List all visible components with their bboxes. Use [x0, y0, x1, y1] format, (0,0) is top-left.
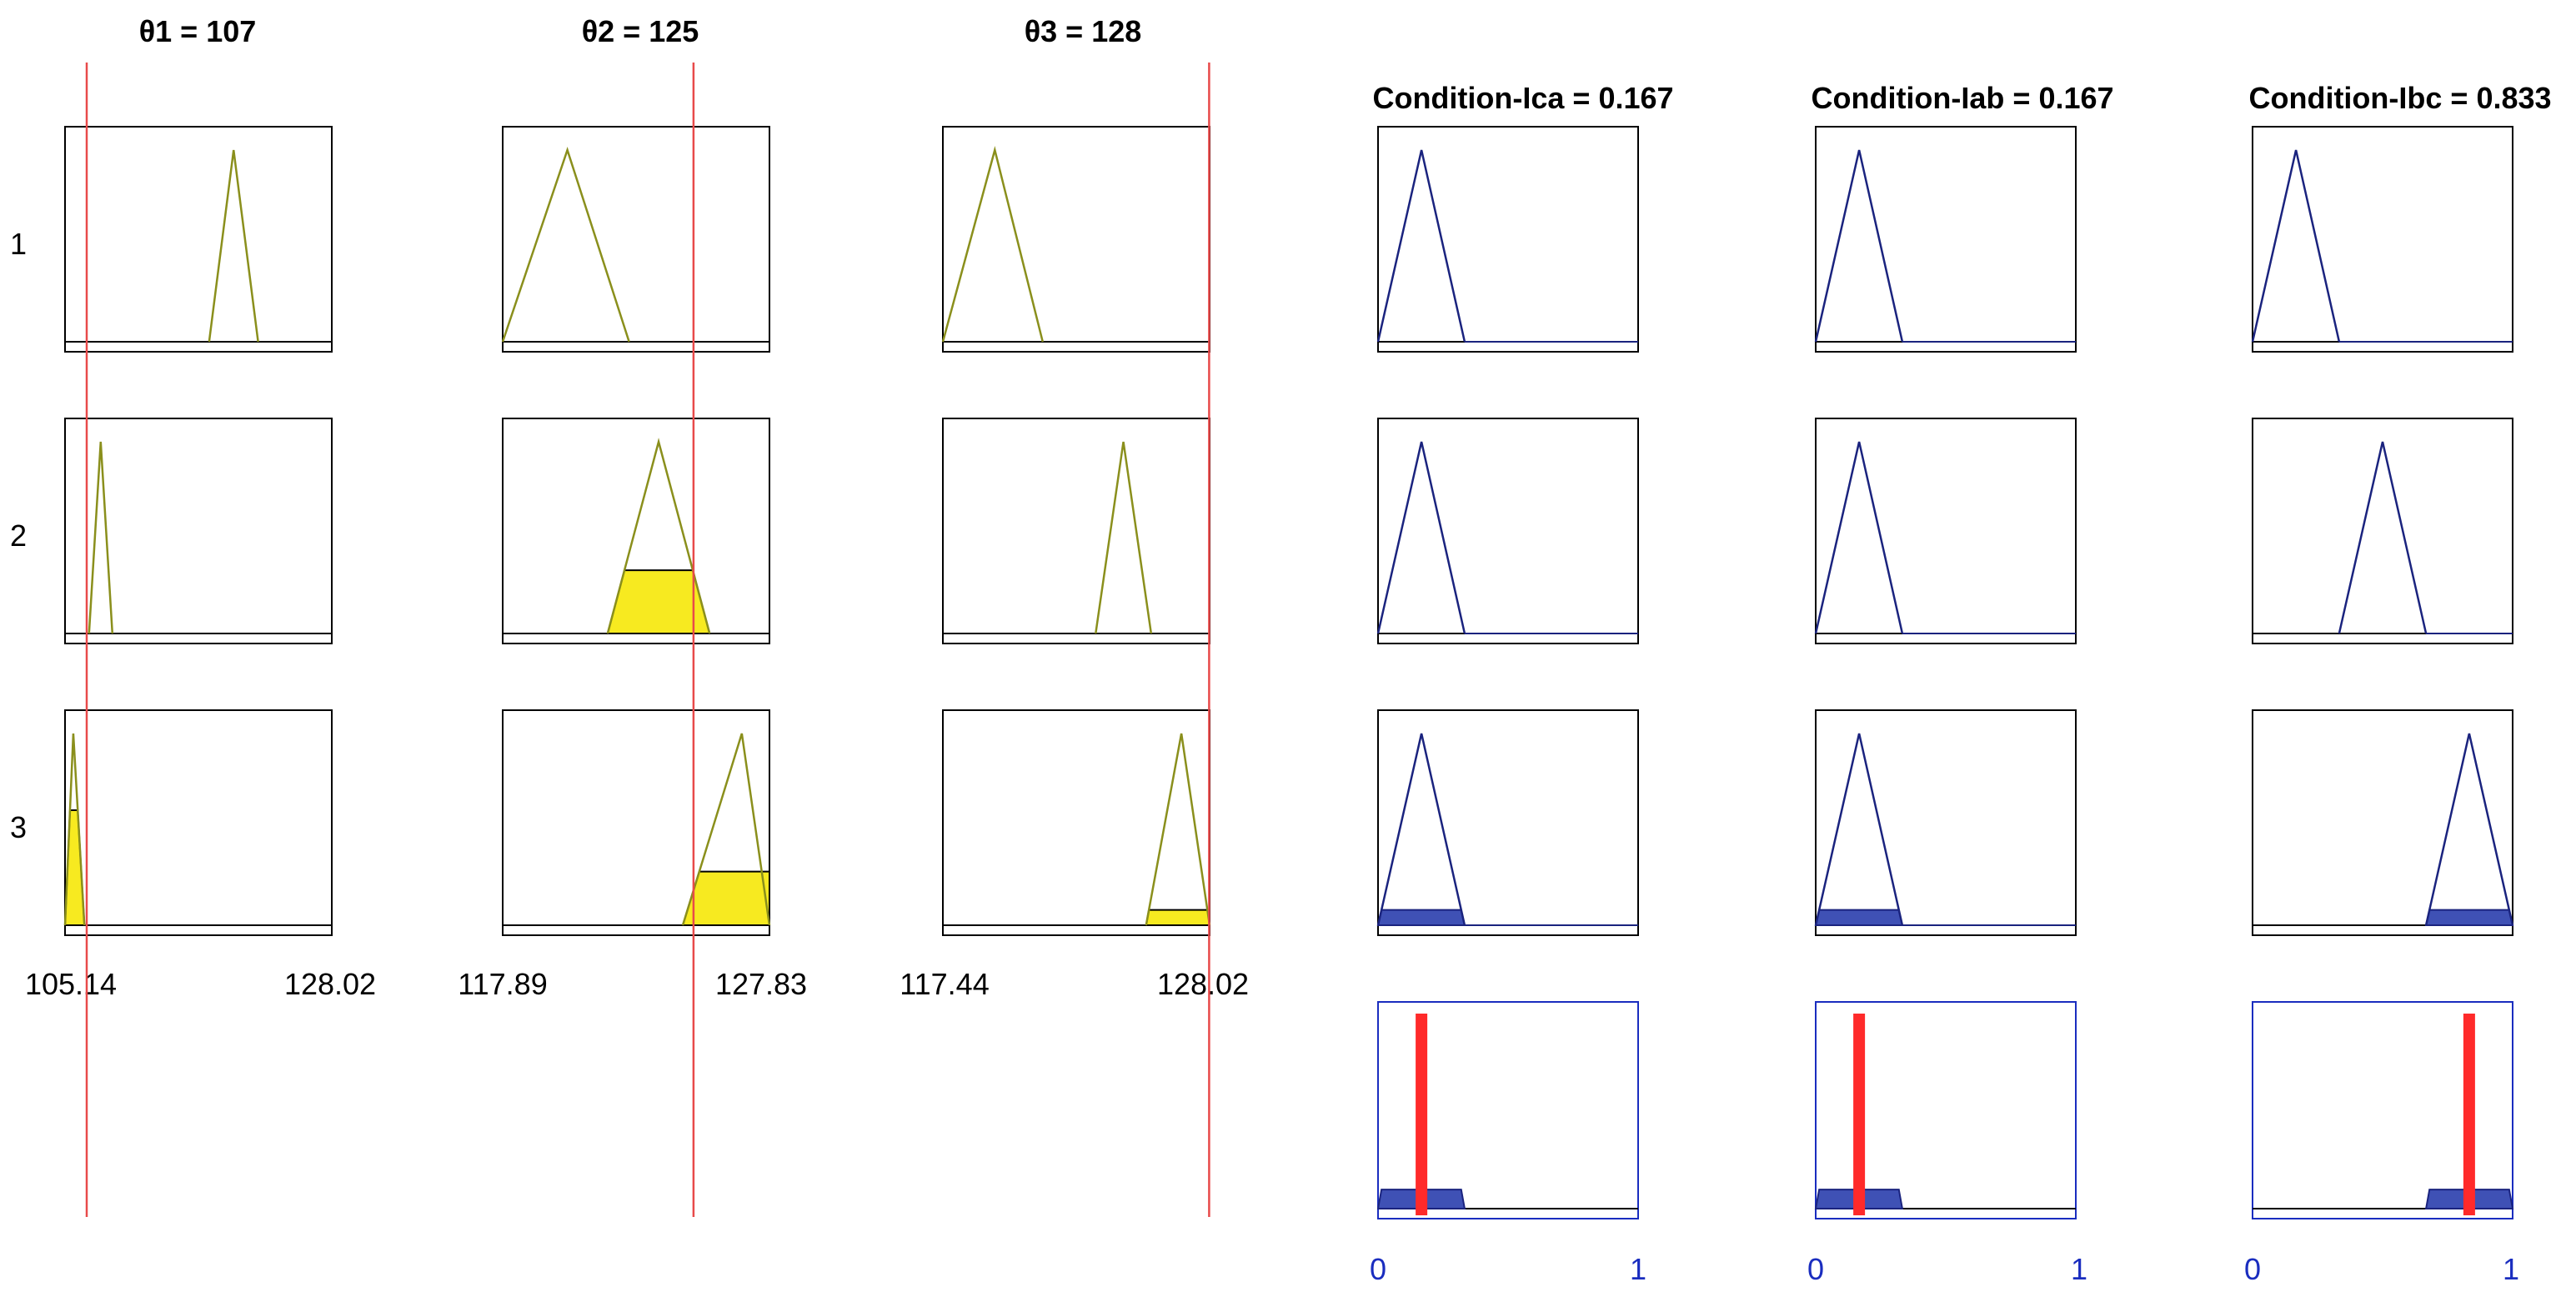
output-2-rule-3-frame	[1815, 709, 2077, 936]
output-3-rule-3-membership-function	[2424, 733, 2514, 926]
output-3-rule-3-activation-area	[2424, 909, 2514, 926]
output-3-title: Condition-Ibc = 0.833	[2248, 81, 2551, 115]
output-2-rule-2-frame	[1815, 418, 2077, 644]
input-2-rule-2-frame	[502, 418, 770, 644]
output-3-rule-1-membership-function	[2251, 149, 2341, 343]
input-3-rule-2-membership-function	[1095, 441, 1153, 634]
output-1-rule-3-membership-function	[1376, 733, 1466, 926]
output-1-rule-3-activation-area	[1376, 909, 1466, 926]
output-2-axis-max: 1	[2071, 1252, 2087, 1286]
output-3-rule-2-frame	[2252, 418, 2513, 644]
input-3-min-label: 117.44	[900, 967, 989, 1001]
input-2-title: θ2 = 125	[582, 14, 699, 48]
input-1-rule-3-membership-function	[63, 733, 86, 926]
output-1-rule-2-membership-function	[1376, 441, 1466, 634]
input-3-rule-1-membership-function	[941, 146, 1044, 343]
input-3-rule-3-frame	[942, 709, 1210, 936]
input-3-max-label: 128.02	[1157, 967, 1249, 1001]
output-1-rule-1-membership-function	[1376, 149, 1466, 343]
input-1-title: θ1 = 107	[139, 14, 257, 48]
input-2-rule-3-frame	[502, 709, 770, 936]
input-3-rule-2-frame	[942, 418, 1210, 644]
input-3-title: θ3 = 128	[1025, 14, 1142, 48]
output-3-axis-max: 1	[2503, 1252, 2519, 1286]
output-1-defuzzified-indicator[interactable]	[1416, 1014, 1428, 1215]
output-2-rule-2-membership-function	[1814, 441, 1904, 634]
input-3-rule-1-frame	[942, 126, 1210, 353]
rule-label-1: 1	[10, 227, 27, 261]
output-2-aggregate-frame	[1815, 1001, 2077, 1219]
input-1-rule-2-frame	[64, 418, 333, 644]
output-3-rule-2-membership-function	[2338, 441, 2428, 634]
output-2-axis-min: 0	[1807, 1252, 1824, 1286]
input-3-rule-3-membership-function	[1145, 733, 1211, 926]
input-3-rule-3-activation-area	[1145, 909, 1210, 926]
output-1-rule-2-frame	[1377, 418, 1639, 644]
input-1-rule-2-membership-function	[88, 441, 114, 634]
rule-label-3: 3	[10, 810, 27, 844]
input-1-rule-1-membership-function	[208, 149, 259, 343]
output-1-axis-max: 1	[1630, 1252, 1646, 1286]
output-1-rule-1-frame	[1377, 126, 1639, 353]
output-1-axis-min: 0	[1370, 1252, 1386, 1286]
input-1-rule-3-frame	[64, 709, 333, 936]
output-1-title: Condition-Ica = 0.167	[1372, 81, 1673, 115]
output-3-axis-min: 0	[2244, 1252, 2261, 1286]
output-3-aggregate-frame	[2252, 1001, 2513, 1219]
output-2-rule-1-membership-function	[1814, 149, 1904, 343]
output-1-aggregate-frame	[1377, 1001, 1639, 1219]
input-1-rule-1-frame	[64, 126, 333, 353]
output-3-defuzzified-indicator[interactable]	[2463, 1014, 2475, 1215]
output-2-rule-3-activation-area	[1814, 909, 1904, 926]
input-2-min-label: 117.89	[458, 967, 547, 1001]
input-2-rule-1-membership-function	[501, 147, 630, 343]
input-1-max-label: 128.02	[284, 967, 376, 1001]
output-1-rule-3-frame	[1377, 709, 1639, 936]
output-3-rule-3-frame	[2252, 709, 2513, 936]
output-2-title: Condition-Iab = 0.167	[1811, 81, 2113, 115]
panel-grid	[63, 126, 2514, 1219]
input-2-rule-1-frame	[502, 126, 770, 353]
output-2-rule-3-membership-function	[1814, 733, 1904, 926]
rule-label-2: 2	[10, 518, 27, 553]
output-3-rule-1-frame	[2252, 126, 2513, 353]
input-2-max-label: 127.83	[715, 967, 807, 1001]
output-2-defuzzified-indicator[interactable]	[1853, 1014, 1866, 1215]
input-1-min-label: 105.14	[25, 967, 117, 1001]
input-2-rule-3-membership-function	[681, 733, 771, 926]
input-cursor-lines	[85, 63, 1210, 1217]
output-2-rule-1-frame	[1815, 126, 2077, 353]
